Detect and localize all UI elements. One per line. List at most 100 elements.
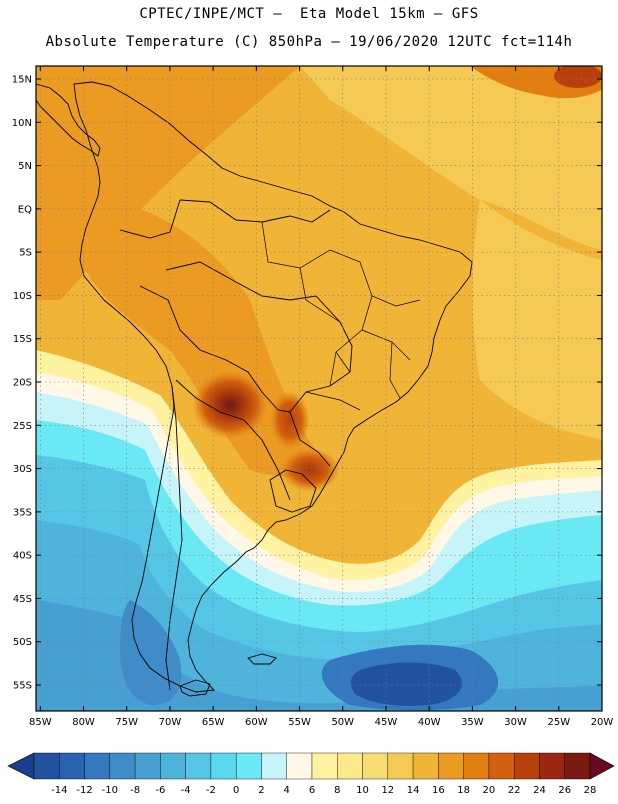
lon-label: 55W [288, 717, 311, 728]
border-argentina-chile [165, 385, 183, 691]
lon-label: 45W [375, 717, 398, 728]
lon-label: 25W [547, 717, 570, 728]
colorbar-label: 20 [483, 785, 496, 796]
lat-label: 20S [13, 378, 32, 389]
map-title-line1: CPTEC/INPE/MCT – Eta Model 15km – GFS [139, 6, 479, 22]
lon-label: 80W [72, 717, 95, 728]
lon-label: 50W [331, 717, 354, 728]
colorbar-swatch [134, 752, 161, 780]
lat-label: 50S [13, 637, 32, 648]
lon-label: 75W [115, 717, 138, 728]
colorbar-label: 4 [284, 785, 290, 796]
colorbar-swatch [109, 752, 136, 780]
map-frame [35, 65, 603, 712]
lat-label: 10S [13, 291, 32, 302]
lat-label: 5N [18, 161, 32, 172]
field-parana-hot [270, 390, 310, 450]
border-andes [119, 199, 291, 501]
colorbar-swatch [261, 752, 287, 780]
colorbar-min-arrow [7, 752, 35, 780]
field-southbrazil-hot [280, 448, 340, 492]
malvinas-islands [247, 653, 277, 665]
colorbar-swatch [59, 752, 85, 780]
lat-label: 55S [13, 681, 32, 692]
colorbar-label: 24 [533, 785, 546, 796]
colorbar-swatch [463, 752, 490, 780]
lat-label: 5S [19, 248, 32, 259]
colorbar-label: -2 [206, 785, 216, 796]
south-america-outline [73, 81, 473, 693]
lat-label: EQ [18, 204, 32, 215]
border-uruguay [269, 469, 317, 513]
colorbar-swatch [235, 752, 262, 780]
colorbar-label: 16 [432, 785, 445, 796]
colorbar-label: 26 [558, 785, 571, 796]
colorbar-label: -4 [181, 785, 191, 796]
colorbar-label: 0 [233, 785, 239, 796]
colorbar [7, 752, 615, 780]
colorbar-swatch [513, 752, 540, 780]
colorbar-label: 10 [356, 785, 369, 796]
field-chaco-hot [192, 371, 268, 439]
lon-label: 60W [245, 717, 268, 728]
colorbar-swatch [438, 752, 464, 780]
lon-label: 40W [418, 717, 441, 728]
colorbar-swatch [387, 752, 414, 780]
lat-label: 15N [12, 74, 32, 85]
longitude-labels: 85W 80W 75W 70W 65W 60W 55W 50W 45W 40W 35W 30W 25W 2… [29, 717, 613, 728]
colorbar-max-arrow [589, 752, 615, 780]
colorbar-label: 6 [309, 785, 315, 796]
field-cold-core-inner [350, 662, 462, 706]
colorbar-swatch [210, 752, 237, 780]
axis-ticks [36, 66, 603, 711]
lat-label: 25S [13, 421, 32, 432]
latitude-labels: 15N 10N 5N EQ 5S 10S 15S 20S 25S 30S 35S 40S 45S 50S 5… [12, 74, 32, 691]
colorbar-swatch [488, 752, 515, 780]
lon-label: 70W [159, 717, 182, 728]
lat-label: 45S [13, 594, 32, 605]
colorbar-label: 12 [381, 785, 394, 796]
lon-label: 65W [202, 717, 225, 728]
colorbar-label: -8 [130, 785, 140, 796]
colorbar-swatch [33, 752, 60, 780]
colorbar-swatch [412, 752, 439, 780]
colorbar-labels: -14 -12 -10 -8 -6 -4 -2 0 2 4 6 8 10 12 14 16 18 20 22 24 26… [51, 785, 596, 796]
brazil-states [261, 221, 421, 411]
lat-label: 30S [13, 464, 32, 475]
temperature-field [36, 66, 602, 711]
colorbar-swatch [539, 752, 565, 780]
colorbar-label: 8 [334, 785, 340, 796]
colorbar-label: -6 [155, 785, 165, 796]
tierra-del-fuego [179, 679, 211, 697]
colorbar-swatch [160, 752, 186, 780]
field-atlantic-north [300, 66, 602, 250]
colorbar-label: 22 [508, 785, 521, 796]
lat-label: 40S [13, 551, 32, 562]
colorbar-label: 28 [584, 785, 597, 796]
colorbar-swatch [84, 752, 111, 780]
colorbar-label: -12 [76, 785, 92, 796]
field-ne-hot [554, 66, 602, 88]
colorbar-swatch [286, 752, 313, 780]
colorbar-label: 18 [457, 785, 470, 796]
lat-label: 10N [12, 118, 32, 129]
field-atlantic-mid [472, 200, 602, 440]
colorbar-swatch [311, 752, 338, 780]
colorbar-label: 2 [258, 785, 264, 796]
colorbar-swatch [362, 752, 389, 780]
lon-label: 20W [591, 717, 614, 728]
lon-label: 30W [504, 717, 527, 728]
colorbar-label: 14 [407, 785, 420, 796]
lat-label: 15S [13, 334, 32, 345]
colorbar-swatch [564, 752, 591, 780]
lon-label: 35W [461, 717, 484, 728]
central-america-outline [36, 83, 101, 157]
lon-label: 85W [29, 717, 52, 728]
colorbar-label: -14 [51, 785, 67, 796]
colorbar-label: -10 [102, 785, 118, 796]
lat-label: 35S [13, 507, 32, 518]
colorbar-swatch [185, 752, 212, 780]
map-title-line2: Absolute Temperature (C) 850hPa – 19/06/… [45, 34, 573, 50]
